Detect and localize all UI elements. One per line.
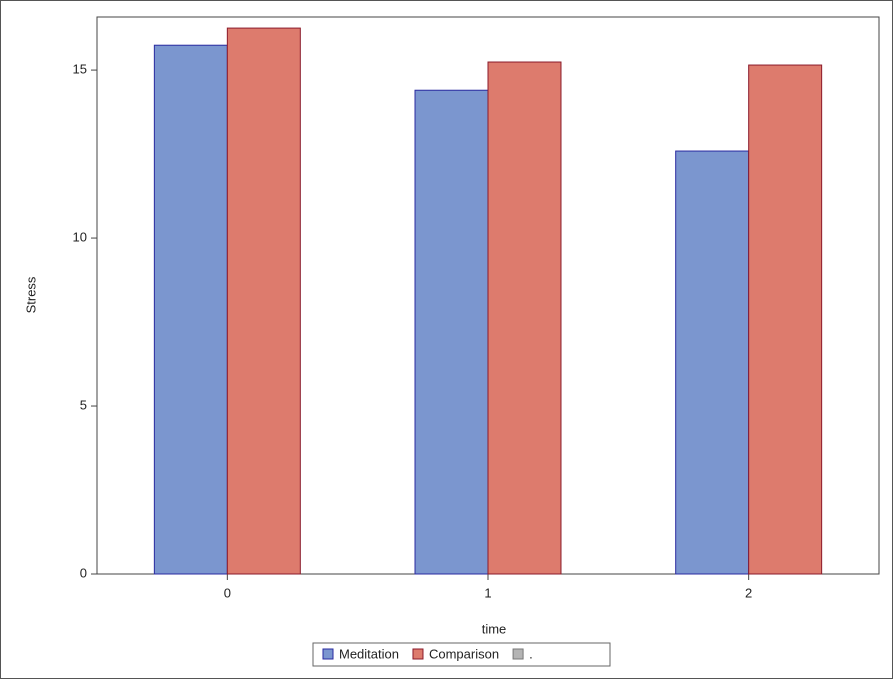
legend-swatch <box>322 648 334 660</box>
x-axis-label: time <box>482 621 507 636</box>
bar <box>226 27 301 575</box>
legend-box <box>312 642 611 667</box>
x-tick-label: 2 <box>745 585 752 600</box>
bar <box>487 61 562 575</box>
x-tick-label: 1 <box>484 585 491 600</box>
legend-label: . <box>529 646 533 661</box>
legend-swatch <box>412 648 424 660</box>
y-tick-label: 10 <box>73 229 87 244</box>
y-tick-label: 15 <box>73 62 87 77</box>
bar <box>153 44 228 575</box>
legend-label: Comparison <box>429 646 499 661</box>
x-tick-label: 0 <box>224 585 231 600</box>
bar <box>675 150 750 575</box>
y-tick-label: 0 <box>80 565 87 580</box>
y-tick-label: 5 <box>80 397 87 412</box>
legend-label: Meditation <box>339 646 399 661</box>
bar <box>414 89 489 575</box>
legend-swatch <box>512 648 524 660</box>
bar <box>748 64 823 575</box>
y-axis-label: Stress <box>23 276 38 313</box>
